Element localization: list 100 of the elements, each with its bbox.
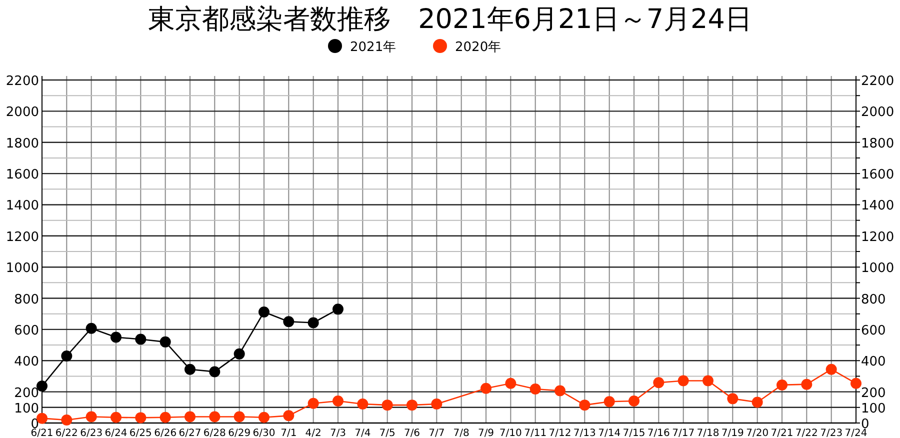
x-tick-label: 7/6 bbox=[404, 428, 420, 438]
y2-tick-label: 100 bbox=[861, 401, 886, 416]
y-tick-label: 1400 bbox=[6, 198, 39, 214]
x-tick-label: 7/4 bbox=[354, 428, 371, 438]
x-tick-label: 7/23 bbox=[820, 428, 843, 438]
y-tick-label: 100 bbox=[14, 401, 39, 416]
legend-label: 2020年 bbox=[455, 40, 502, 55]
y2-tick-label: 200 bbox=[861, 386, 886, 401]
point bbox=[801, 378, 812, 390]
y2-tick-label: 1200 bbox=[861, 230, 894, 245]
point bbox=[135, 334, 146, 345]
y2-tick-label: 800 bbox=[861, 292, 886, 308]
point bbox=[209, 411, 220, 422]
point bbox=[505, 378, 516, 389]
y-tick-label: 2200 bbox=[6, 74, 39, 89]
point bbox=[184, 411, 196, 422]
point bbox=[678, 375, 689, 386]
x-tick-label: 7/22 bbox=[795, 428, 818, 438]
y-tick-label: 600 bbox=[14, 323, 39, 338]
y-tick-label: 800 bbox=[14, 292, 39, 308]
point bbox=[283, 410, 294, 422]
y2-tick-label: 2000 bbox=[861, 105, 894, 120]
point bbox=[308, 398, 319, 409]
point bbox=[431, 398, 442, 410]
x-tick-label: 7/1 bbox=[280, 428, 297, 438]
point bbox=[61, 350, 72, 362]
point bbox=[258, 412, 270, 423]
x-tick-label: 7/9 bbox=[478, 428, 494, 438]
point bbox=[283, 316, 294, 328]
x-tick-label: 6/30 bbox=[252, 428, 276, 438]
x-tick-label: 6/28 bbox=[203, 428, 226, 438]
point bbox=[234, 348, 245, 360]
point bbox=[86, 411, 97, 422]
point bbox=[702, 375, 714, 386]
y2-tick-label: 1400 bbox=[861, 198, 894, 214]
y-tick-label: 400 bbox=[14, 354, 39, 370]
y2-tick-label: 2200 bbox=[861, 74, 894, 89]
point bbox=[554, 385, 566, 396]
y-tick-label: 2000 bbox=[6, 105, 39, 120]
x-tick-label: 7/20 bbox=[746, 428, 769, 438]
x-tick-label: 6/24 bbox=[104, 428, 128, 438]
y-tick-label: 1000 bbox=[6, 261, 39, 276]
y-tick-label: 200 bbox=[14, 386, 39, 401]
point bbox=[160, 336, 171, 348]
point bbox=[258, 306, 270, 318]
x-tick-label: 4/2 bbox=[305, 428, 322, 438]
x-tick-label: 7/5 bbox=[379, 428, 396, 438]
x-tick-label: 7/21 bbox=[770, 428, 794, 438]
point bbox=[727, 393, 738, 404]
x-tick-label: 6/23 bbox=[80, 428, 103, 438]
point bbox=[184, 364, 196, 375]
point bbox=[604, 396, 615, 408]
y-tick-label: 1200 bbox=[6, 230, 39, 245]
point bbox=[530, 384, 541, 395]
x-tick-label: 6/22 bbox=[55, 428, 78, 438]
x-tick-label: 7/17 bbox=[672, 428, 695, 438]
x-tick-label: 7/10 bbox=[499, 428, 522, 438]
point bbox=[332, 396, 344, 407]
x-tick-label: 7/8 bbox=[453, 428, 470, 438]
x-tick-label: 6/26 bbox=[154, 428, 177, 438]
point bbox=[850, 378, 862, 389]
x-tick-label: 7/7 bbox=[428, 428, 445, 438]
point bbox=[234, 411, 245, 422]
point bbox=[752, 396, 763, 408]
point bbox=[480, 382, 492, 394]
point bbox=[653, 377, 664, 388]
point bbox=[332, 304, 344, 315]
point bbox=[776, 379, 788, 390]
x-tick-label: 7/18 bbox=[696, 428, 720, 438]
point bbox=[86, 322, 97, 334]
point bbox=[628, 396, 640, 407]
point bbox=[110, 332, 122, 343]
point bbox=[110, 412, 122, 423]
y2-tick-label: 600 bbox=[861, 323, 886, 338]
point bbox=[61, 414, 72, 426]
y2-tick-label: 400 bbox=[861, 354, 886, 370]
point bbox=[308, 317, 319, 328]
x-tick-label: 7/3 bbox=[330, 428, 346, 438]
point bbox=[406, 400, 418, 411]
y-tick-label: 1800 bbox=[6, 136, 39, 152]
point bbox=[357, 398, 368, 410]
y2-tick-label: 1600 bbox=[861, 168, 894, 183]
point bbox=[36, 380, 48, 392]
point bbox=[382, 400, 393, 411]
x-tick-label: 6/27 bbox=[178, 428, 202, 438]
x-tick-label: 6/25 bbox=[129, 428, 152, 438]
y-tick-label: 1600 bbox=[6, 168, 39, 183]
point bbox=[160, 412, 171, 423]
point bbox=[579, 400, 590, 411]
x-tick-label: 7/12 bbox=[548, 428, 572, 438]
x-tick-label: 7/19 bbox=[721, 428, 744, 438]
y2-tick-label: 1000 bbox=[861, 261, 894, 276]
legend-label: 2021年 bbox=[350, 40, 396, 55]
point bbox=[135, 412, 146, 424]
x-tick-label: 7/15 bbox=[622, 428, 646, 438]
x-tick-label: 6/29 bbox=[228, 428, 251, 438]
chart-title: 東京都感染者数推移 2021年6月21日～7月24日 bbox=[148, 4, 752, 35]
x-tick-label: 7/13 bbox=[573, 428, 596, 438]
x-tick-label: 7/11 bbox=[524, 428, 547, 438]
point bbox=[826, 364, 837, 375]
